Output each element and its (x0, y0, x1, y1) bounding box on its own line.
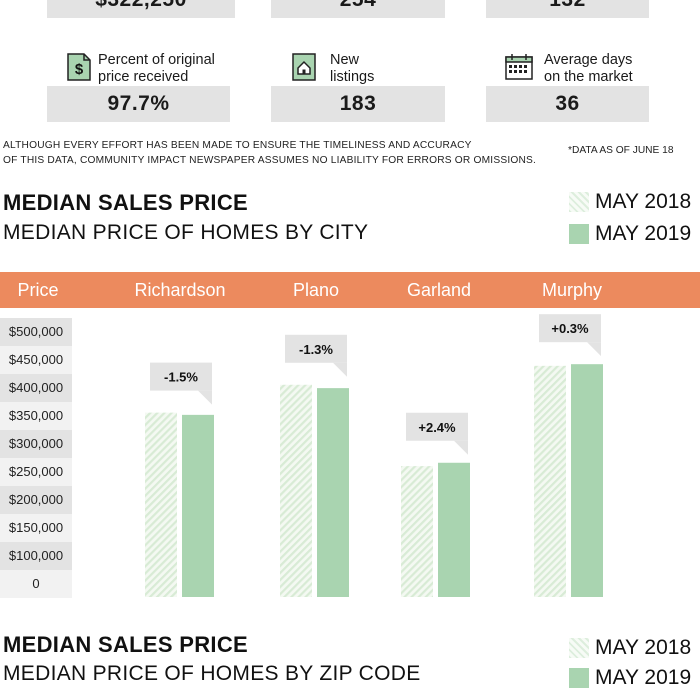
legend-swatch-2019 (569, 224, 589, 244)
change-callout-plano: -1.3% (285, 334, 347, 377)
legend-may-2018: MAY 2018 (569, 190, 691, 214)
section-subtitle: MEDIAN PRICE OF HOMES BY CITY (3, 221, 369, 244)
legend2-swatch-2018 (569, 638, 589, 658)
change-callout-richardson: -1.5% (150, 362, 212, 405)
category-header-plano: Plano (292, 280, 340, 300)
data-date-note: *DATA AS OF JUNE 18 (568, 145, 674, 156)
category-header-garland: Garland (406, 280, 472, 300)
stat-value-new-listings: 183 (271, 86, 445, 122)
house-listing-icon (292, 53, 316, 81)
y-tick-label: $150,000 (0, 514, 72, 542)
stat-label-new-listings: New listings (330, 52, 375, 85)
bar-may-2018-plano (280, 384, 312, 597)
svg-text:$: $ (75, 61, 84, 78)
legend-swatch-2018 (569, 192, 589, 212)
bar-may-2018-garland (401, 466, 433, 597)
y-tick-label: $300,000 (0, 430, 72, 458)
bar-may-2018-richardson (145, 412, 177, 597)
change-callout-murphy: +0.3% (539, 314, 601, 357)
stat-top-value-3: 132 (486, 0, 649, 18)
legend2-may-2018: MAY 2018 (569, 636, 691, 660)
stat-value-percent-original: 97.7% (47, 86, 230, 122)
stat-label-average-days: Average days on the market (544, 52, 633, 85)
price-column-header: Price (17, 280, 59, 300)
category-header-richardson: Richardson (134, 280, 226, 300)
bar-may-2019-garland (438, 462, 470, 597)
change-callout-garland: +2.4% (406, 412, 468, 455)
y-tick-label: $200,000 (0, 486, 72, 514)
y-tick-label: $350,000 (0, 402, 72, 430)
stat-label-percent-original: Percent of original price received (98, 52, 215, 85)
y-axis-ticks: $500,000 $450,000 $400,000 $350,000 $300,000… (0, 318, 72, 598)
y-tick-label: $100,000 (0, 542, 72, 570)
change-label-garland: +2.4% (418, 420, 456, 435)
section2-title: MEDIAN SALES PRICE (3, 632, 248, 657)
stat-value-average-days: 36 (486, 86, 649, 122)
section-title: MEDIAN SALES PRICE (3, 190, 248, 215)
legend2-swatch-2019 (569, 668, 589, 688)
bar-may-2018-murphy (534, 365, 566, 597)
y-tick-label: $400,000 (0, 374, 72, 402)
stat-top-value-1: $322,250 (47, 0, 235, 18)
change-label-richardson: -1.5% (164, 370, 198, 385)
category-header-murphy: Murphy (541, 280, 603, 300)
legend-may-2019: MAY 2019 (569, 222, 691, 246)
legend2-may-2019: MAY 2019 (569, 666, 691, 690)
calendar-icon (505, 54, 533, 80)
disclaimer-text: ALTHOUGH EVERY EFFORT HAS BEEN MADE TO E… (3, 140, 537, 166)
y-tick-label: $250,000 (0, 458, 72, 486)
y-tick-label: $450,000 (0, 346, 72, 374)
stat-top-value-2: 254 (271, 0, 445, 18)
bar-may-2019-plano (317, 388, 349, 597)
bar-may-2019-richardson (182, 414, 214, 597)
change-label-murphy: +0.3% (551, 321, 589, 336)
y-tick-label: 0 (0, 570, 72, 598)
bar-may-2019-murphy (571, 364, 603, 597)
dollar-document-icon: $ (67, 53, 91, 81)
median-price-chart: -1.5% -1.3% +2.4% +0.3% (145, 314, 603, 597)
y-tick-label: $500,000 (0, 318, 72, 346)
change-label-plano: -1.3% (299, 342, 333, 357)
section2-subtitle: MEDIAN PRICE OF HOMES BY ZIP CODE (3, 662, 421, 685)
chart-header-bar: Price Richardson Plano Garland Murphy (0, 272, 700, 308)
